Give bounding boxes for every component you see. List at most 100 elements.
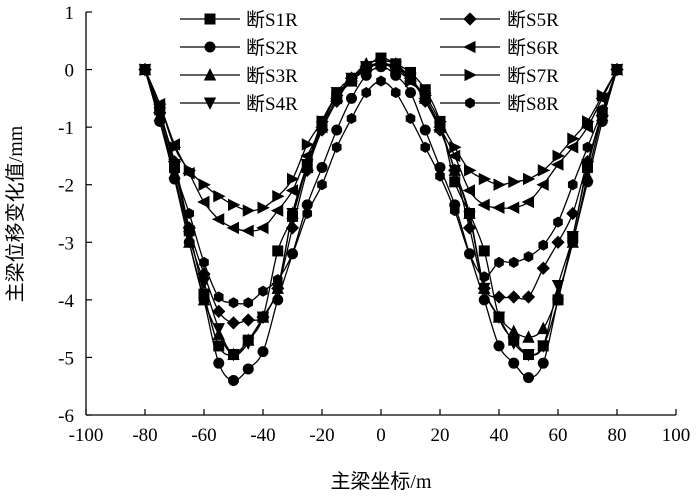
data-point (213, 190, 226, 203)
axis-ticks: -100 -80 -60 -40 -20 0 20 40 60 80 100 -6 -5 -4 -3 -2 -1… (58, 3, 690, 446)
data-point (449, 141, 462, 154)
y-tick-label: -5 (58, 348, 74, 369)
x-tick-label: -20 (309, 425, 334, 446)
x-tick-label: -60 (191, 425, 216, 446)
data-point (256, 310, 270, 324)
data-point (169, 141, 182, 154)
data-point (213, 357, 225, 369)
data-point (507, 324, 520, 338)
data-point (241, 224, 254, 237)
legend-marker (464, 68, 477, 82)
data-point (612, 64, 622, 76)
data-point (140, 64, 150, 76)
data-point (197, 195, 210, 209)
data-point (477, 198, 490, 212)
data-point (565, 141, 579, 154)
data-point (317, 179, 327, 191)
legend-label: 断S7R (507, 65, 559, 87)
data-point (596, 89, 610, 102)
data-point (449, 205, 460, 217)
data-point (272, 245, 284, 257)
series-line (144, 63, 618, 232)
x-tick-label: 0 (376, 425, 386, 446)
y-tick-label: -3 (58, 233, 74, 254)
legend-item: 断S6R (440, 37, 559, 59)
legend-marker (203, 97, 217, 110)
data-point (286, 172, 300, 186)
data-point (522, 349, 535, 362)
data-point (213, 291, 224, 303)
data-point (242, 204, 256, 217)
data-point (448, 163, 462, 177)
data-point (228, 297, 239, 309)
legend-label: 断S6R (507, 37, 559, 59)
plot-area (85, 12, 676, 416)
data-point (184, 207, 195, 220)
data-point (257, 201, 270, 214)
data-point (226, 221, 239, 235)
data-point (390, 63, 403, 76)
data-point (226, 316, 241, 330)
data-point (404, 74, 418, 88)
legend-item: 断S8R (440, 93, 559, 115)
data-point (241, 313, 255, 327)
data-point (492, 290, 506, 304)
data-point (197, 292, 211, 306)
data-point (211, 213, 225, 226)
data-point (508, 256, 519, 268)
data-point (538, 239, 549, 251)
x-tick-label: 40 (490, 425, 509, 446)
data-point (492, 311, 506, 324)
legend-item: 断S7R (440, 65, 559, 87)
data-point (419, 89, 433, 102)
data-point (361, 87, 372, 99)
legend-label: 断S8R (507, 93, 559, 115)
legend-marker (203, 68, 217, 81)
data-point (566, 231, 579, 244)
data-point (346, 112, 357, 125)
data-point (508, 175, 521, 189)
data-point (375, 57, 388, 70)
data-point (551, 158, 564, 171)
data-point (197, 267, 211, 281)
data-point (597, 104, 608, 116)
y-tick-label: -6 (58, 406, 74, 427)
data-point (492, 201, 505, 214)
data-point (552, 149, 565, 163)
data-point (419, 124, 431, 136)
data-point (271, 281, 285, 295)
x-tick-label: 20 (431, 425, 450, 446)
data-point (478, 245, 490, 257)
data-point (493, 178, 506, 191)
data-point (506, 201, 520, 214)
legend-label: 断S3R (246, 65, 298, 87)
legend-item: 断S1R (180, 9, 298, 31)
data-point (287, 248, 298, 260)
data-point (523, 251, 534, 263)
data-point (345, 74, 359, 88)
legend-marker (463, 40, 476, 54)
x-tick-label: 60 (549, 425, 568, 446)
data-point (300, 149, 313, 163)
data-point (285, 184, 299, 197)
data-point (302, 207, 313, 220)
data-point (522, 172, 536, 186)
data-point (521, 195, 535, 209)
x-tick-label: -80 (132, 425, 157, 446)
data-point (270, 204, 284, 217)
data-point (464, 248, 475, 260)
data-point (551, 235, 565, 249)
data-point (582, 141, 593, 153)
data-point (462, 221, 477, 235)
legend-marker (465, 97, 475, 109)
data-point (493, 340, 505, 352)
data-point (435, 170, 445, 182)
legend-label: 断S1R (246, 9, 298, 31)
data-point (521, 290, 536, 304)
data-point (553, 216, 563, 228)
y-tick-label: -1 (58, 118, 74, 139)
x-tick-label: 80 (608, 425, 627, 446)
data-point (537, 357, 549, 369)
data-point (242, 337, 255, 350)
legend-item: 断S2R (180, 37, 298, 59)
